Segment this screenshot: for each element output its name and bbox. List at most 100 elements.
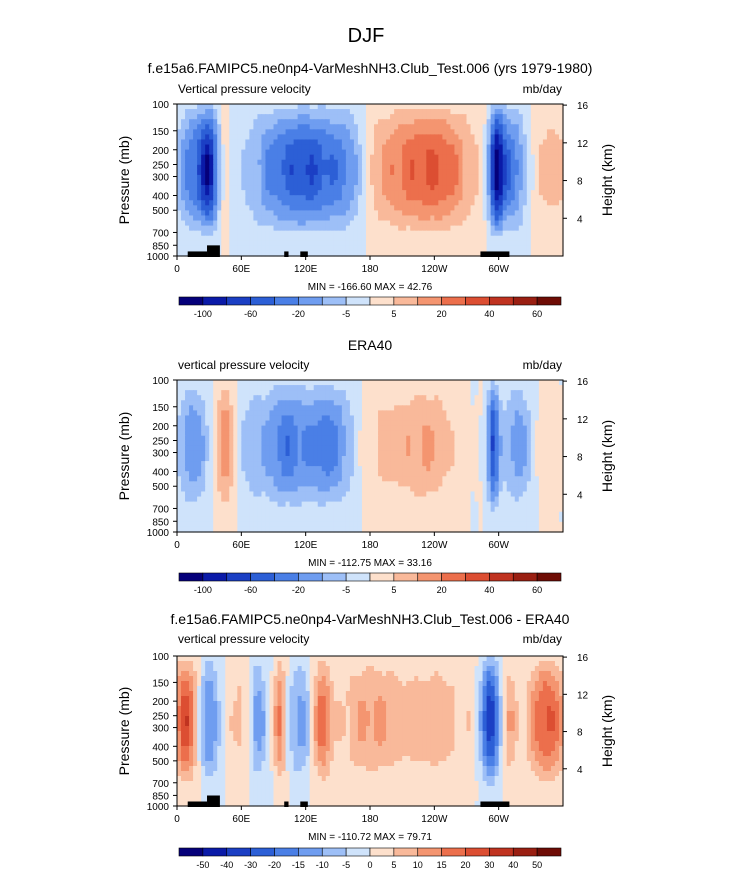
heatmap-cell (302, 451, 307, 457)
heatmap-cell (197, 415, 202, 421)
heatmap-cell (181, 129, 186, 135)
heatmap-cell (467, 476, 472, 482)
heatmap-cell (519, 155, 524, 161)
heatmap-cell (229, 185, 234, 191)
heatmap-cell (370, 170, 375, 176)
heatmap-cell (342, 441, 347, 447)
heatmap-cell (181, 114, 186, 120)
heatmap-cell (302, 431, 307, 437)
heatmap-cell (406, 466, 411, 472)
heatmap-cell (257, 390, 262, 396)
heatmap-cell (422, 395, 427, 401)
heatmap-cell (354, 205, 359, 211)
heatmap-cell (539, 160, 544, 166)
heatmap-cell (233, 200, 238, 206)
heatmap-cell (507, 134, 512, 140)
heatmap-cell (330, 215, 335, 221)
heatmap-cell (197, 400, 202, 406)
heatmap-cell (350, 385, 355, 391)
heatmap-cell (265, 476, 270, 482)
heatmap-cell (245, 436, 250, 442)
heatmap-cell (503, 170, 508, 176)
heatmap-cell (458, 236, 463, 242)
heatmap-cell (326, 119, 331, 125)
heatmap-cell (535, 241, 540, 247)
heatmap-cell (406, 400, 411, 406)
heatmap-cell (475, 215, 480, 221)
heatmap-cell (278, 195, 283, 201)
heatmap-cell (555, 421, 560, 427)
heatmap-cell (491, 124, 496, 130)
heatmap-cell (467, 145, 472, 151)
heatmap-cell (290, 215, 295, 221)
heatmap-cell (418, 170, 423, 176)
heatmap-cell (495, 195, 500, 201)
heatmap-cell (322, 410, 327, 416)
heatmap-cell (249, 170, 254, 176)
heatmap-cell (515, 451, 520, 457)
heatmap-cell (274, 415, 279, 421)
heatmap-cell (362, 170, 367, 176)
heatmap-cell (438, 150, 443, 156)
heatmap-cell (249, 451, 254, 457)
heatmap-cell (225, 205, 230, 211)
heatmap-cell (193, 486, 198, 492)
heatmap-cell (410, 426, 415, 432)
heatmap-cell (338, 390, 343, 396)
heatmap-cell (221, 150, 226, 156)
heatmap-cell (330, 426, 335, 432)
heatmap-cell (483, 461, 488, 467)
heatmap-cell (515, 150, 520, 156)
heatmap-cell (185, 205, 190, 211)
heatmap-cell (338, 231, 343, 237)
heatmap-cell (543, 395, 548, 401)
heatmap-cell (454, 410, 459, 416)
heatmap-cell (519, 436, 524, 442)
heatmap-cell (197, 139, 202, 145)
heatmap-cell (269, 124, 274, 130)
heatmap-cell (249, 380, 254, 386)
heatmap-cell (507, 481, 512, 487)
heatmap-cell (245, 150, 250, 156)
heatmap-cell (475, 134, 480, 140)
heatmap-cell (450, 395, 455, 401)
heatmap-cell (446, 431, 451, 437)
heatmap-cell (241, 451, 246, 457)
heatmap-cell (515, 195, 520, 201)
heatmap-cell (511, 231, 516, 237)
heatmap-cell (462, 200, 467, 206)
heatmap-cell (426, 185, 431, 191)
heatmap-cell (438, 215, 443, 221)
heatmap-cell (382, 124, 387, 130)
heatmap-cell (249, 471, 254, 477)
heatmap-cell (290, 415, 295, 421)
heatmap-cell (406, 200, 411, 206)
heatmap-cell (382, 441, 387, 447)
heatmap-cell (366, 155, 371, 161)
heatmap-cell (547, 150, 552, 156)
heatmap-cell (467, 175, 472, 181)
heatmap-cell (306, 395, 311, 401)
heatmap-cell (535, 185, 540, 191)
heatmap-cell (326, 461, 331, 467)
heatmap-cell (318, 476, 323, 482)
heatmap-cell (471, 461, 476, 467)
heatmap-cell (438, 139, 443, 145)
heatmap-cell (350, 446, 355, 452)
heatmap-cell (515, 466, 520, 472)
heatmap-cell (442, 180, 447, 186)
heatmap-cell (205, 231, 210, 237)
heatmap-cell (233, 380, 238, 386)
heatmap-cell (511, 180, 516, 186)
heatmap-cell (209, 486, 214, 492)
heatmap-cell (294, 476, 299, 482)
heatmap-cell (483, 129, 488, 135)
heatmap-cell (551, 380, 556, 386)
heatmap-cell (245, 119, 250, 125)
heatmap-cell (475, 124, 480, 130)
heatmap-cell (507, 400, 512, 406)
heatmap-cell (519, 190, 524, 196)
heatmap-cell (318, 241, 323, 247)
heatmap-cell (249, 160, 254, 166)
heatmap-cell (201, 481, 206, 487)
